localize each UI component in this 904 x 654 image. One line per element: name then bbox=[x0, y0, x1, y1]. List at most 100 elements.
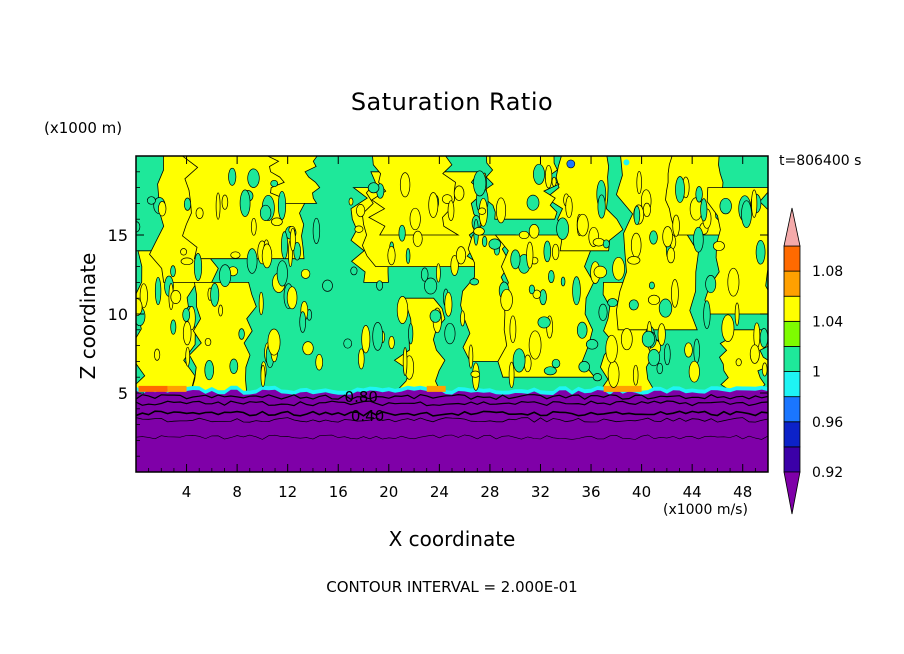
colorbar-tick-label: 0.92 bbox=[812, 465, 843, 481]
contour-speckle bbox=[481, 236, 488, 247]
contour-speckle bbox=[532, 289, 542, 299]
colorbar-band bbox=[783, 421, 801, 448]
contour-speckle bbox=[749, 344, 760, 364]
contour-speckle bbox=[267, 328, 281, 356]
x-tick-label: 20 bbox=[379, 483, 398, 501]
contour-label: 0.40 bbox=[351, 407, 384, 425]
contour-label: 0.80 bbox=[345, 388, 378, 406]
colorbar-band bbox=[783, 371, 801, 398]
contour-speckle bbox=[271, 217, 283, 227]
contour-speckle bbox=[289, 227, 296, 252]
blue-spot bbox=[566, 159, 576, 169]
contour-lines bbox=[136, 393, 768, 440]
contour-speckle bbox=[356, 204, 366, 218]
contour-speckle bbox=[543, 366, 557, 376]
contour-speckle bbox=[759, 328, 768, 348]
contour-speckle bbox=[473, 227, 485, 236]
colorbar: 0.92 0.96 1 1.04 1.08 bbox=[783, 207, 843, 515]
colorbar-band bbox=[783, 245, 801, 272]
contour-speckle bbox=[350, 266, 358, 276]
contour-speckle bbox=[376, 280, 384, 291]
colorbar-band bbox=[783, 270, 801, 297]
contour-speckle bbox=[238, 328, 245, 340]
subsaturated-region bbox=[136, 389, 768, 472]
contour-speckle bbox=[182, 321, 192, 346]
contour-speckle bbox=[633, 205, 641, 226]
contour-speckle bbox=[518, 230, 530, 240]
contour-speckle bbox=[343, 338, 353, 349]
contour-speckle bbox=[312, 217, 321, 244]
contour-speckle bbox=[565, 195, 573, 219]
contour-speckle bbox=[551, 243, 560, 261]
x-tick-label: 24 bbox=[430, 483, 449, 501]
contour-speckle bbox=[139, 283, 148, 309]
contour-speckle bbox=[450, 255, 459, 276]
colorbar-band bbox=[783, 396, 801, 423]
contour-speckle bbox=[372, 322, 384, 351]
colorbar-band bbox=[783, 295, 801, 322]
contour-speckle bbox=[136, 298, 143, 317]
contour-speckle bbox=[556, 217, 569, 240]
contour-speckle bbox=[229, 358, 239, 374]
contour-speckle bbox=[741, 200, 752, 228]
contour-speckle bbox=[300, 268, 311, 279]
contour-speckle bbox=[204, 337, 212, 347]
contour-speckle bbox=[180, 248, 188, 256]
contour-speckle bbox=[388, 335, 395, 350]
contour-speckle bbox=[473, 170, 487, 197]
contour-speckle bbox=[276, 260, 288, 287]
contour-speckle bbox=[399, 172, 411, 198]
contour-speckle bbox=[398, 224, 406, 242]
contour-speckle bbox=[693, 226, 704, 253]
contour-speckle bbox=[585, 339, 599, 350]
contour-speckle bbox=[576, 321, 588, 339]
contour-speckle bbox=[721, 314, 735, 342]
contour-speckle bbox=[508, 361, 515, 389]
contour-speckle bbox=[218, 304, 223, 317]
contour-speckle bbox=[270, 179, 279, 188]
contour-speckle bbox=[170, 265, 176, 278]
contour-speckle bbox=[592, 237, 605, 247]
contour-speckle bbox=[734, 302, 740, 326]
colorbar-tick-label: 0.96 bbox=[812, 415, 843, 431]
x-tick-label: 8 bbox=[232, 483, 242, 501]
cyan-spot bbox=[623, 159, 630, 166]
contour-interval-note: CONTOUR INTERVAL = 2.000E-01 bbox=[326, 578, 578, 596]
x-tick-label: 40 bbox=[632, 483, 651, 501]
colorbar-tick-label: 1 bbox=[812, 365, 821, 381]
contour-speckle bbox=[649, 230, 658, 245]
contour-speckle bbox=[405, 248, 411, 264]
contour-speckle bbox=[593, 265, 607, 279]
contour-speckle bbox=[358, 348, 365, 370]
contour-speckle bbox=[648, 281, 655, 290]
contour-speckle bbox=[528, 284, 535, 295]
contour-speckle bbox=[642, 202, 651, 218]
contour-speckle bbox=[488, 238, 502, 250]
contour-speckle bbox=[597, 194, 606, 219]
x-tick-label: 28 bbox=[480, 483, 499, 501]
contour-speckle bbox=[204, 360, 214, 381]
contour-speckle bbox=[277, 190, 287, 220]
time-label: t=806400 s bbox=[779, 153, 862, 169]
contour-speckle bbox=[751, 189, 758, 218]
contour-speckle bbox=[495, 197, 507, 224]
contour-speckle bbox=[526, 241, 534, 269]
contour-speckle bbox=[447, 200, 455, 221]
contour-speckle bbox=[551, 176, 557, 187]
contour-speckle bbox=[671, 279, 679, 308]
contour-speckle bbox=[460, 310, 466, 327]
contour-speckle bbox=[663, 343, 671, 366]
contour-speckle bbox=[258, 291, 264, 316]
chart-title: Saturation Ratio bbox=[350, 88, 554, 116]
contour-speckle bbox=[408, 323, 414, 345]
contour-speckle bbox=[500, 288, 513, 312]
contour-speckle bbox=[627, 256, 641, 265]
contour-speckle bbox=[592, 373, 602, 382]
contour-speckle bbox=[666, 247, 676, 264]
contour-speckle bbox=[154, 276, 162, 306]
contour-speckle bbox=[409, 207, 421, 231]
contour-speckle bbox=[620, 328, 633, 351]
contour-speckle bbox=[469, 278, 480, 286]
contour-speckle bbox=[578, 361, 590, 373]
contour-speckle bbox=[180, 257, 194, 266]
